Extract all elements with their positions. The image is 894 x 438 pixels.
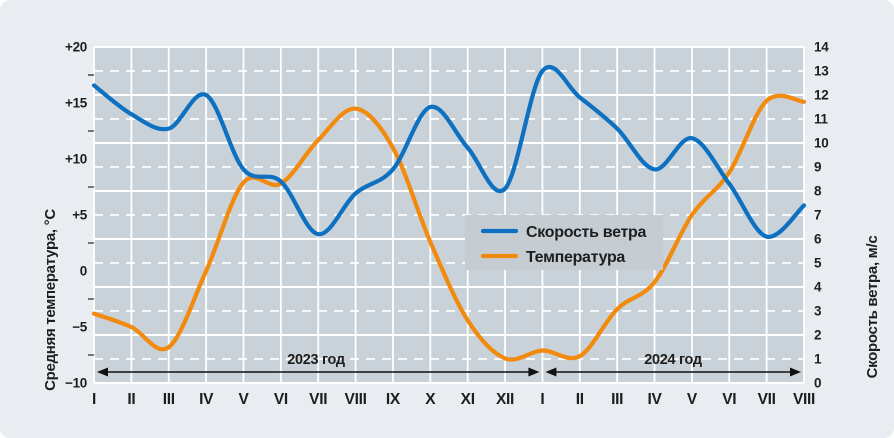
month-label: VI <box>722 391 736 408</box>
right-axis-tick-label: 3 <box>814 304 822 319</box>
right-axis-tick-label: 12 <box>814 88 828 103</box>
month-label: X <box>425 391 436 408</box>
month-label: VI <box>274 391 288 408</box>
month-label: I <box>92 391 96 408</box>
wind-speed-legend-label: Скорость ветра <box>526 224 646 241</box>
arrowhead-right <box>528 367 540 377</box>
temperature-legend-label: Температура <box>526 249 625 266</box>
month-label: XII <box>496 391 514 408</box>
month-label: V <box>238 391 249 408</box>
month-label: II <box>576 391 584 408</box>
right-axis-tick-label: 2 <box>814 328 821 343</box>
month-label: IV <box>199 391 214 408</box>
legend-box <box>465 215 663 270</box>
right-axis-tick-label: 7 <box>814 208 821 223</box>
right-axis-tick-label: 11 <box>814 112 828 127</box>
left-axis-tick-label: +5 <box>72 208 88 223</box>
wind-speed-line <box>91 65 807 239</box>
month-label: III <box>163 391 175 408</box>
right-axis-tick-label: 0 <box>814 376 821 391</box>
year-span-arrows <box>97 367 801 377</box>
right-axis-tick-label: 10 <box>814 136 828 151</box>
month-label: III <box>611 391 623 408</box>
right-axis-tick-label: 6 <box>814 232 822 247</box>
year-label-2024: 2024 год <box>644 352 702 368</box>
temperature-line <box>91 93 807 362</box>
right-axis-tick-label: 13 <box>814 64 829 79</box>
left-axis-tick-label: −10 <box>65 376 87 391</box>
month-label: VIII <box>793 391 815 408</box>
right-axis-tick-label: 1 <box>814 352 822 367</box>
month-label: II <box>127 391 135 408</box>
month-label: VII <box>309 391 327 408</box>
right-axis-tick-label: 9 <box>814 160 821 175</box>
year-label-2023: 2023 год <box>287 352 345 368</box>
arrowhead-left <box>97 367 108 377</box>
legend: Скорость ветра Температура <box>465 215 663 270</box>
left-axis-title: Средняя температура, °С <box>42 209 59 391</box>
left-axis-tick-label: +20 <box>65 40 87 55</box>
month-label: XI <box>461 391 475 408</box>
left-axis-tick-label: +15 <box>65 96 88 111</box>
month-label: VIII <box>345 391 367 408</box>
right-axis-title: Скорость ветра, м/с <box>864 236 881 379</box>
arrowhead-left <box>545 367 557 377</box>
arrowhead-right <box>790 367 801 377</box>
right-axis-tick-label: 14 <box>814 40 829 55</box>
right-axis-tick-label: 5 <box>814 256 822 271</box>
month-label: I <box>540 391 544 408</box>
left-axis-tick-label: +10 <box>65 152 87 167</box>
gridlines <box>93 46 805 384</box>
left-axis-tick-label: 0 <box>80 264 87 279</box>
month-label: IX <box>386 391 401 408</box>
right-axis-tick-label: 8 <box>814 184 822 199</box>
month-label: VII <box>758 391 776 408</box>
series-lines <box>91 65 807 362</box>
month-label: V <box>687 391 698 408</box>
left-axis-tick-label: −5 <box>72 320 88 335</box>
right-axis-tick-label: 4 <box>814 280 822 295</box>
month-label: IV <box>648 391 663 408</box>
